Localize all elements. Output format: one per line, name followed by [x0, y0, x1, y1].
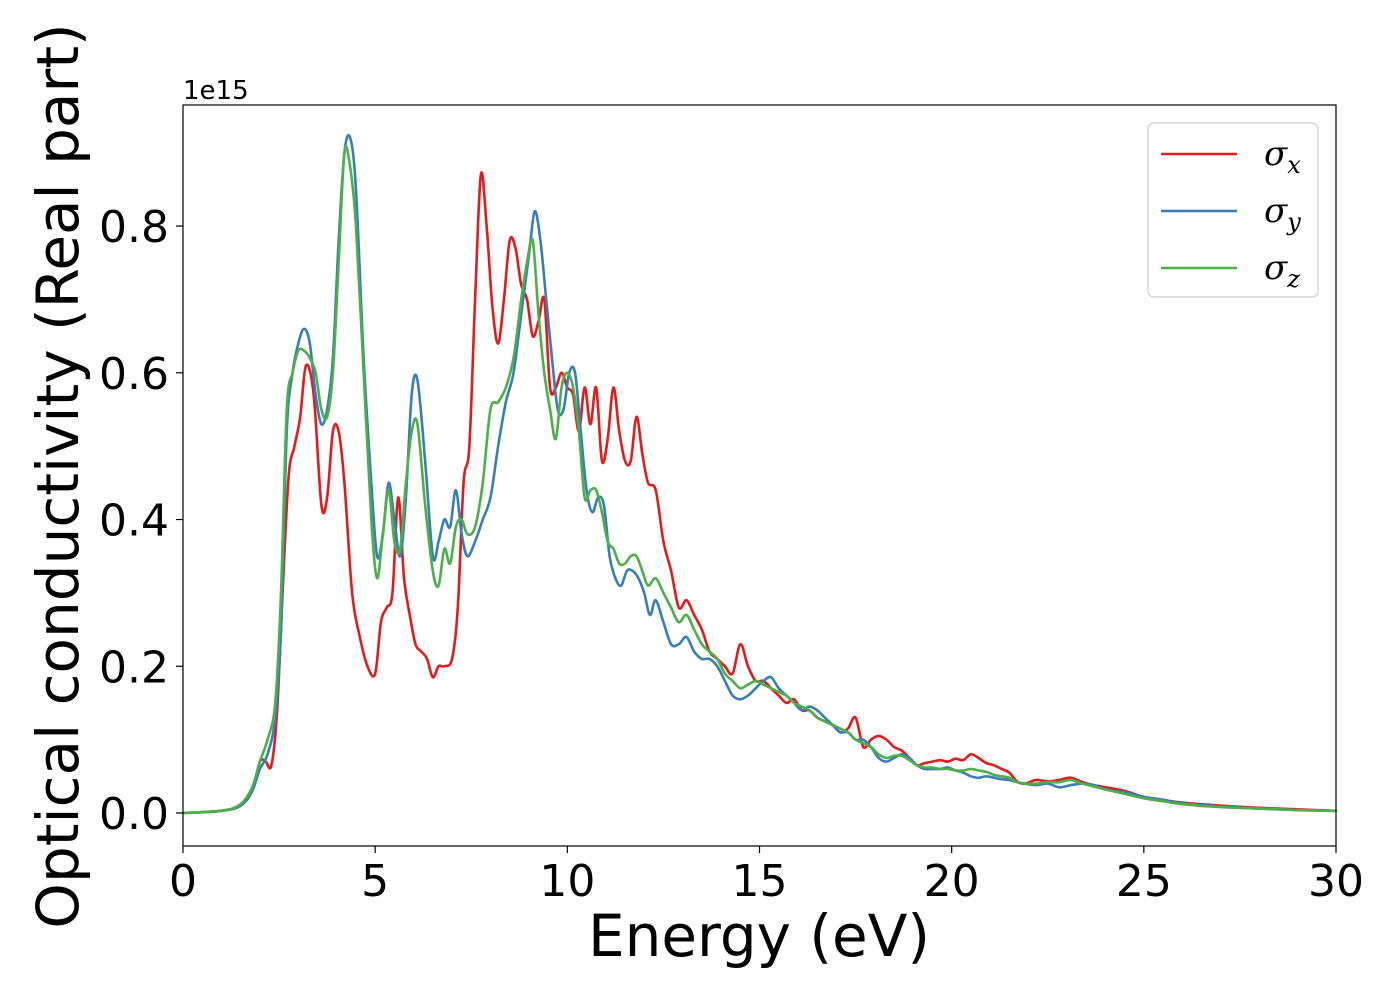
series-line-x [181, 171, 1338, 815]
x-tick-label: 20 [924, 856, 980, 907]
x-tick-label: 25 [1116, 856, 1172, 907]
y-axis-offset-label: 1e15 [183, 76, 249, 106]
series-line-z [181, 145, 1338, 815]
y-axis-ticks: 0.0 0.2 0.4 0.6 0.8 [99, 202, 183, 840]
y-tick-label: 0.2 [99, 642, 169, 693]
x-axis-label: Energy (eV) [588, 902, 930, 970]
x-tick-label: 30 [1308, 856, 1364, 907]
y-tick-label: 0.4 [99, 496, 169, 547]
y-tick-label: 0.8 [99, 202, 169, 253]
y-tick-label: 0.0 [99, 789, 169, 840]
x-tick-label: 15 [732, 856, 788, 907]
x-tick-label: 5 [361, 856, 389, 907]
y-axis-label: Optical conductivity (Real part) [24, 23, 92, 928]
x-tick-label: 10 [539, 856, 595, 907]
x-tick-label: 0 [169, 856, 197, 907]
x-axis-ticks: 0 5 10 15 20 25 30 [169, 846, 1364, 907]
plot-lines [181, 134, 1338, 815]
legend-label-x: σx [1264, 134, 1301, 179]
y-tick-label: 0.6 [99, 349, 169, 400]
